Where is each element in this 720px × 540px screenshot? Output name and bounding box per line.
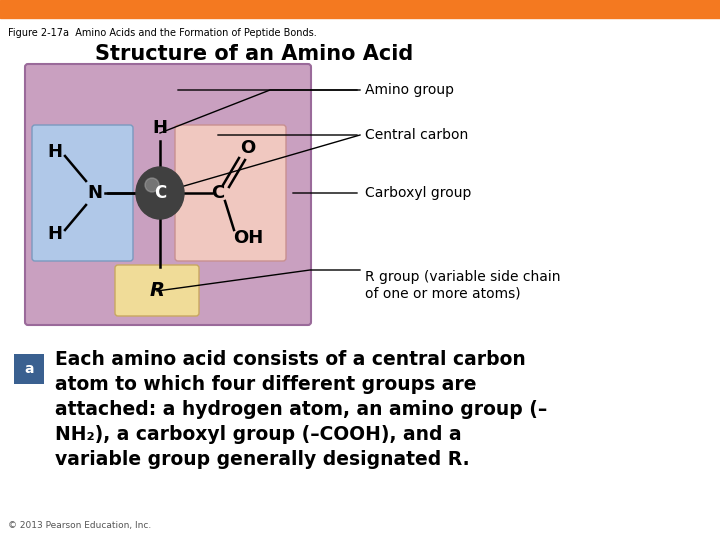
Text: R group (variable side chain
of one or more atoms): R group (variable side chain of one or m… [365, 270, 560, 300]
Text: Each amino acid consists of a central carbon
atom to which four different groups: Each amino acid consists of a central ca… [55, 350, 547, 469]
FancyBboxPatch shape [115, 265, 199, 316]
Text: Central carbon: Central carbon [365, 128, 468, 142]
Text: Amino group: Amino group [365, 83, 454, 97]
Ellipse shape [145, 178, 159, 192]
FancyBboxPatch shape [25, 64, 311, 325]
FancyBboxPatch shape [14, 354, 44, 384]
Text: O: O [240, 139, 256, 157]
Text: a: a [24, 362, 34, 376]
Text: C: C [154, 184, 166, 202]
Text: © 2013 Pearson Education, Inc.: © 2013 Pearson Education, Inc. [8, 521, 151, 530]
Text: C: C [212, 184, 225, 202]
Text: N: N [88, 184, 102, 202]
FancyBboxPatch shape [32, 125, 133, 261]
FancyBboxPatch shape [175, 125, 286, 261]
Text: Structure of an Amino Acid: Structure of an Amino Acid [95, 44, 413, 64]
Text: H: H [48, 225, 63, 243]
Ellipse shape [136, 167, 184, 219]
Text: R: R [150, 281, 164, 300]
Bar [0, 0, 720, 18]
Text: Carboxyl group: Carboxyl group [365, 186, 472, 200]
Text: H: H [48, 143, 63, 161]
Text: H: H [153, 119, 168, 137]
Text: Figure 2-17a  Amino Acids and the Formation of Peptide Bonds.: Figure 2-17a Amino Acids and the Formati… [8, 28, 317, 38]
Text: OH: OH [233, 229, 263, 247]
